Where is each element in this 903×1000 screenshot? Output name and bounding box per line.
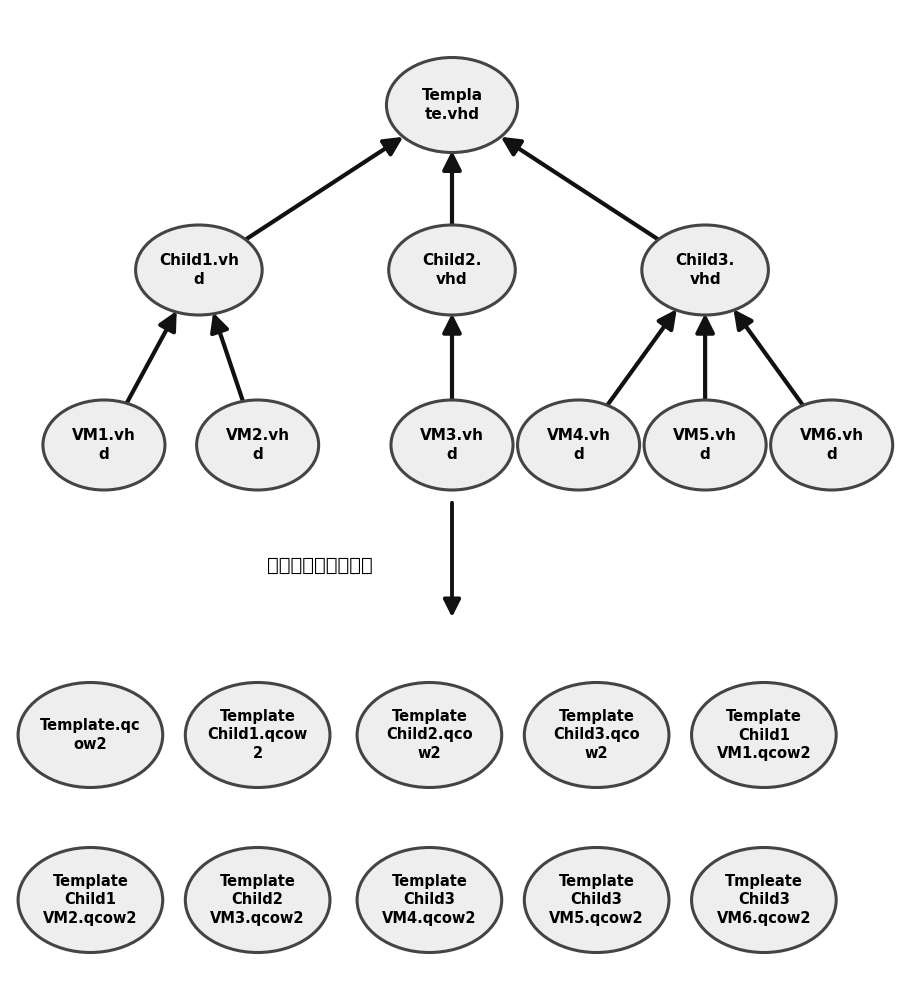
Text: Template.qc
ow2: Template.qc ow2 [40,718,141,752]
Text: Tmpleate
Child3
VM6.qcow2: Tmpleate Child3 VM6.qcow2 [716,874,810,926]
Text: Child1.vh
d: Child1.vh d [159,253,238,287]
Text: VM6.vh
d: VM6.vh d [799,428,862,462]
Text: Template
Child2
VM3.qcow2: Template Child2 VM3.qcow2 [210,874,304,926]
Ellipse shape [135,225,262,315]
Ellipse shape [18,682,163,788]
Ellipse shape [357,848,501,952]
Text: VM1.vh
d: VM1.vh d [72,428,135,462]
Ellipse shape [185,848,330,952]
Ellipse shape [386,57,517,152]
Ellipse shape [524,682,668,788]
Ellipse shape [524,848,668,952]
Text: Child3.
vhd: Child3. vhd [675,253,734,287]
Text: Template
Child3.qco
w2: Template Child3.qco w2 [553,709,639,761]
Ellipse shape [391,400,513,490]
Text: Templa
te.vhd: Templa te.vhd [421,88,482,122]
Text: 不保持锹式关系迁移: 不保持锹式关系迁移 [266,556,372,574]
Text: Template
Child2.qco
w2: Template Child2.qco w2 [386,709,472,761]
Ellipse shape [643,400,766,490]
Ellipse shape [43,400,165,490]
Text: VM2.vh
d: VM2.vh d [226,428,289,462]
Text: Template
Child1
VM2.qcow2: Template Child1 VM2.qcow2 [43,874,137,926]
Ellipse shape [641,225,768,315]
Ellipse shape [517,400,639,490]
Ellipse shape [357,682,501,788]
Ellipse shape [388,225,515,315]
Text: Template
Child1
VM1.qcow2: Template Child1 VM1.qcow2 [716,709,810,761]
Text: Child2.
vhd: Child2. vhd [422,253,481,287]
Ellipse shape [691,848,835,952]
Text: Template
Child3
VM4.qcow2: Template Child3 VM4.qcow2 [382,874,476,926]
Ellipse shape [769,400,892,490]
Text: Template
Child1.qcow
2: Template Child1.qcow 2 [208,709,307,761]
Text: VM3.vh
d: VM3.vh d [420,428,483,462]
Text: VM5.vh
d: VM5.vh d [673,428,736,462]
Ellipse shape [185,682,330,788]
Ellipse shape [691,682,835,788]
Ellipse shape [196,400,318,490]
Text: Template
Child3
VM5.qcow2: Template Child3 VM5.qcow2 [549,874,643,926]
Text: VM4.vh
d: VM4.vh d [546,428,610,462]
Ellipse shape [18,848,163,952]
